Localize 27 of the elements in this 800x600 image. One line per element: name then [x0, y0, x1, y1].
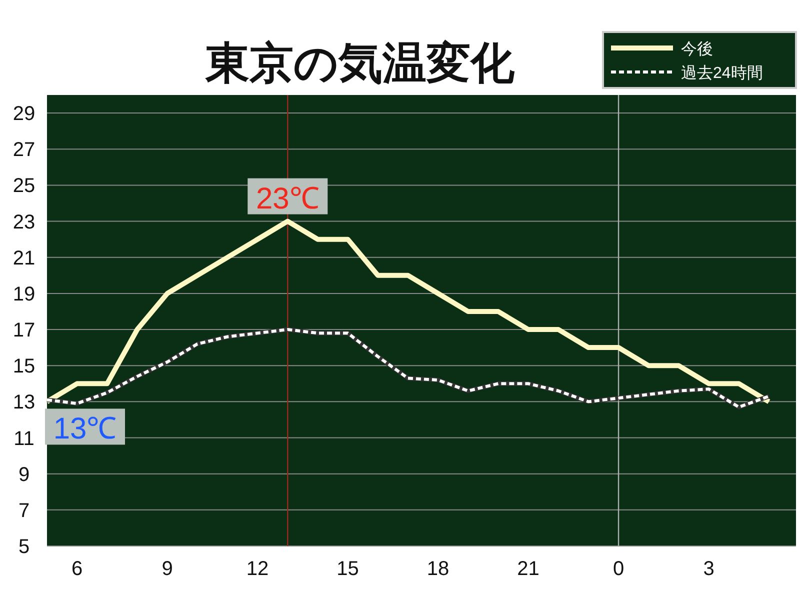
x-tick-label: 9 — [162, 558, 173, 580]
y-tick-label: 7 — [18, 500, 30, 522]
y-tick-label: 25 — [12, 175, 36, 198]
legend-label: 今後 — [681, 40, 713, 58]
x-tick-label: 15 — [336, 558, 359, 580]
line-series — [44, 327, 772, 410]
chart-title: 東京の気温変化 — [204, 39, 516, 88]
y-tick-label: 5 — [18, 536, 30, 558]
y-tick-label: 11 — [14, 428, 34, 450]
y-tick-label: 27 — [12, 139, 36, 162]
y-tick-label: 13 — [12, 392, 36, 414]
y-tick-label: 23 — [12, 211, 36, 234]
annotation: 23℃ — [256, 182, 320, 216]
x-tick-label: 3 — [703, 558, 714, 580]
x-tick-label: 21 — [517, 558, 540, 580]
x-tick-label: 18 — [426, 558, 450, 580]
y-tick-label: 19 — [12, 283, 36, 306]
x-tick-label: 12 — [246, 558, 269, 580]
x-tick-label: 6 — [72, 558, 83, 580]
legend-label: 過去24時間 — [681, 64, 763, 82]
y-tick-label: 17 — [12, 320, 36, 342]
x-tick-label: 0 — [612, 558, 624, 580]
y-tick-label: 15 — [12, 356, 36, 378]
y-tick-label: 9 — [18, 464, 30, 486]
annotation: 13℃ — [53, 412, 117, 446]
y-tick-label: 29 — [12, 103, 36, 126]
y-tick-label: 21 — [12, 247, 36, 270]
